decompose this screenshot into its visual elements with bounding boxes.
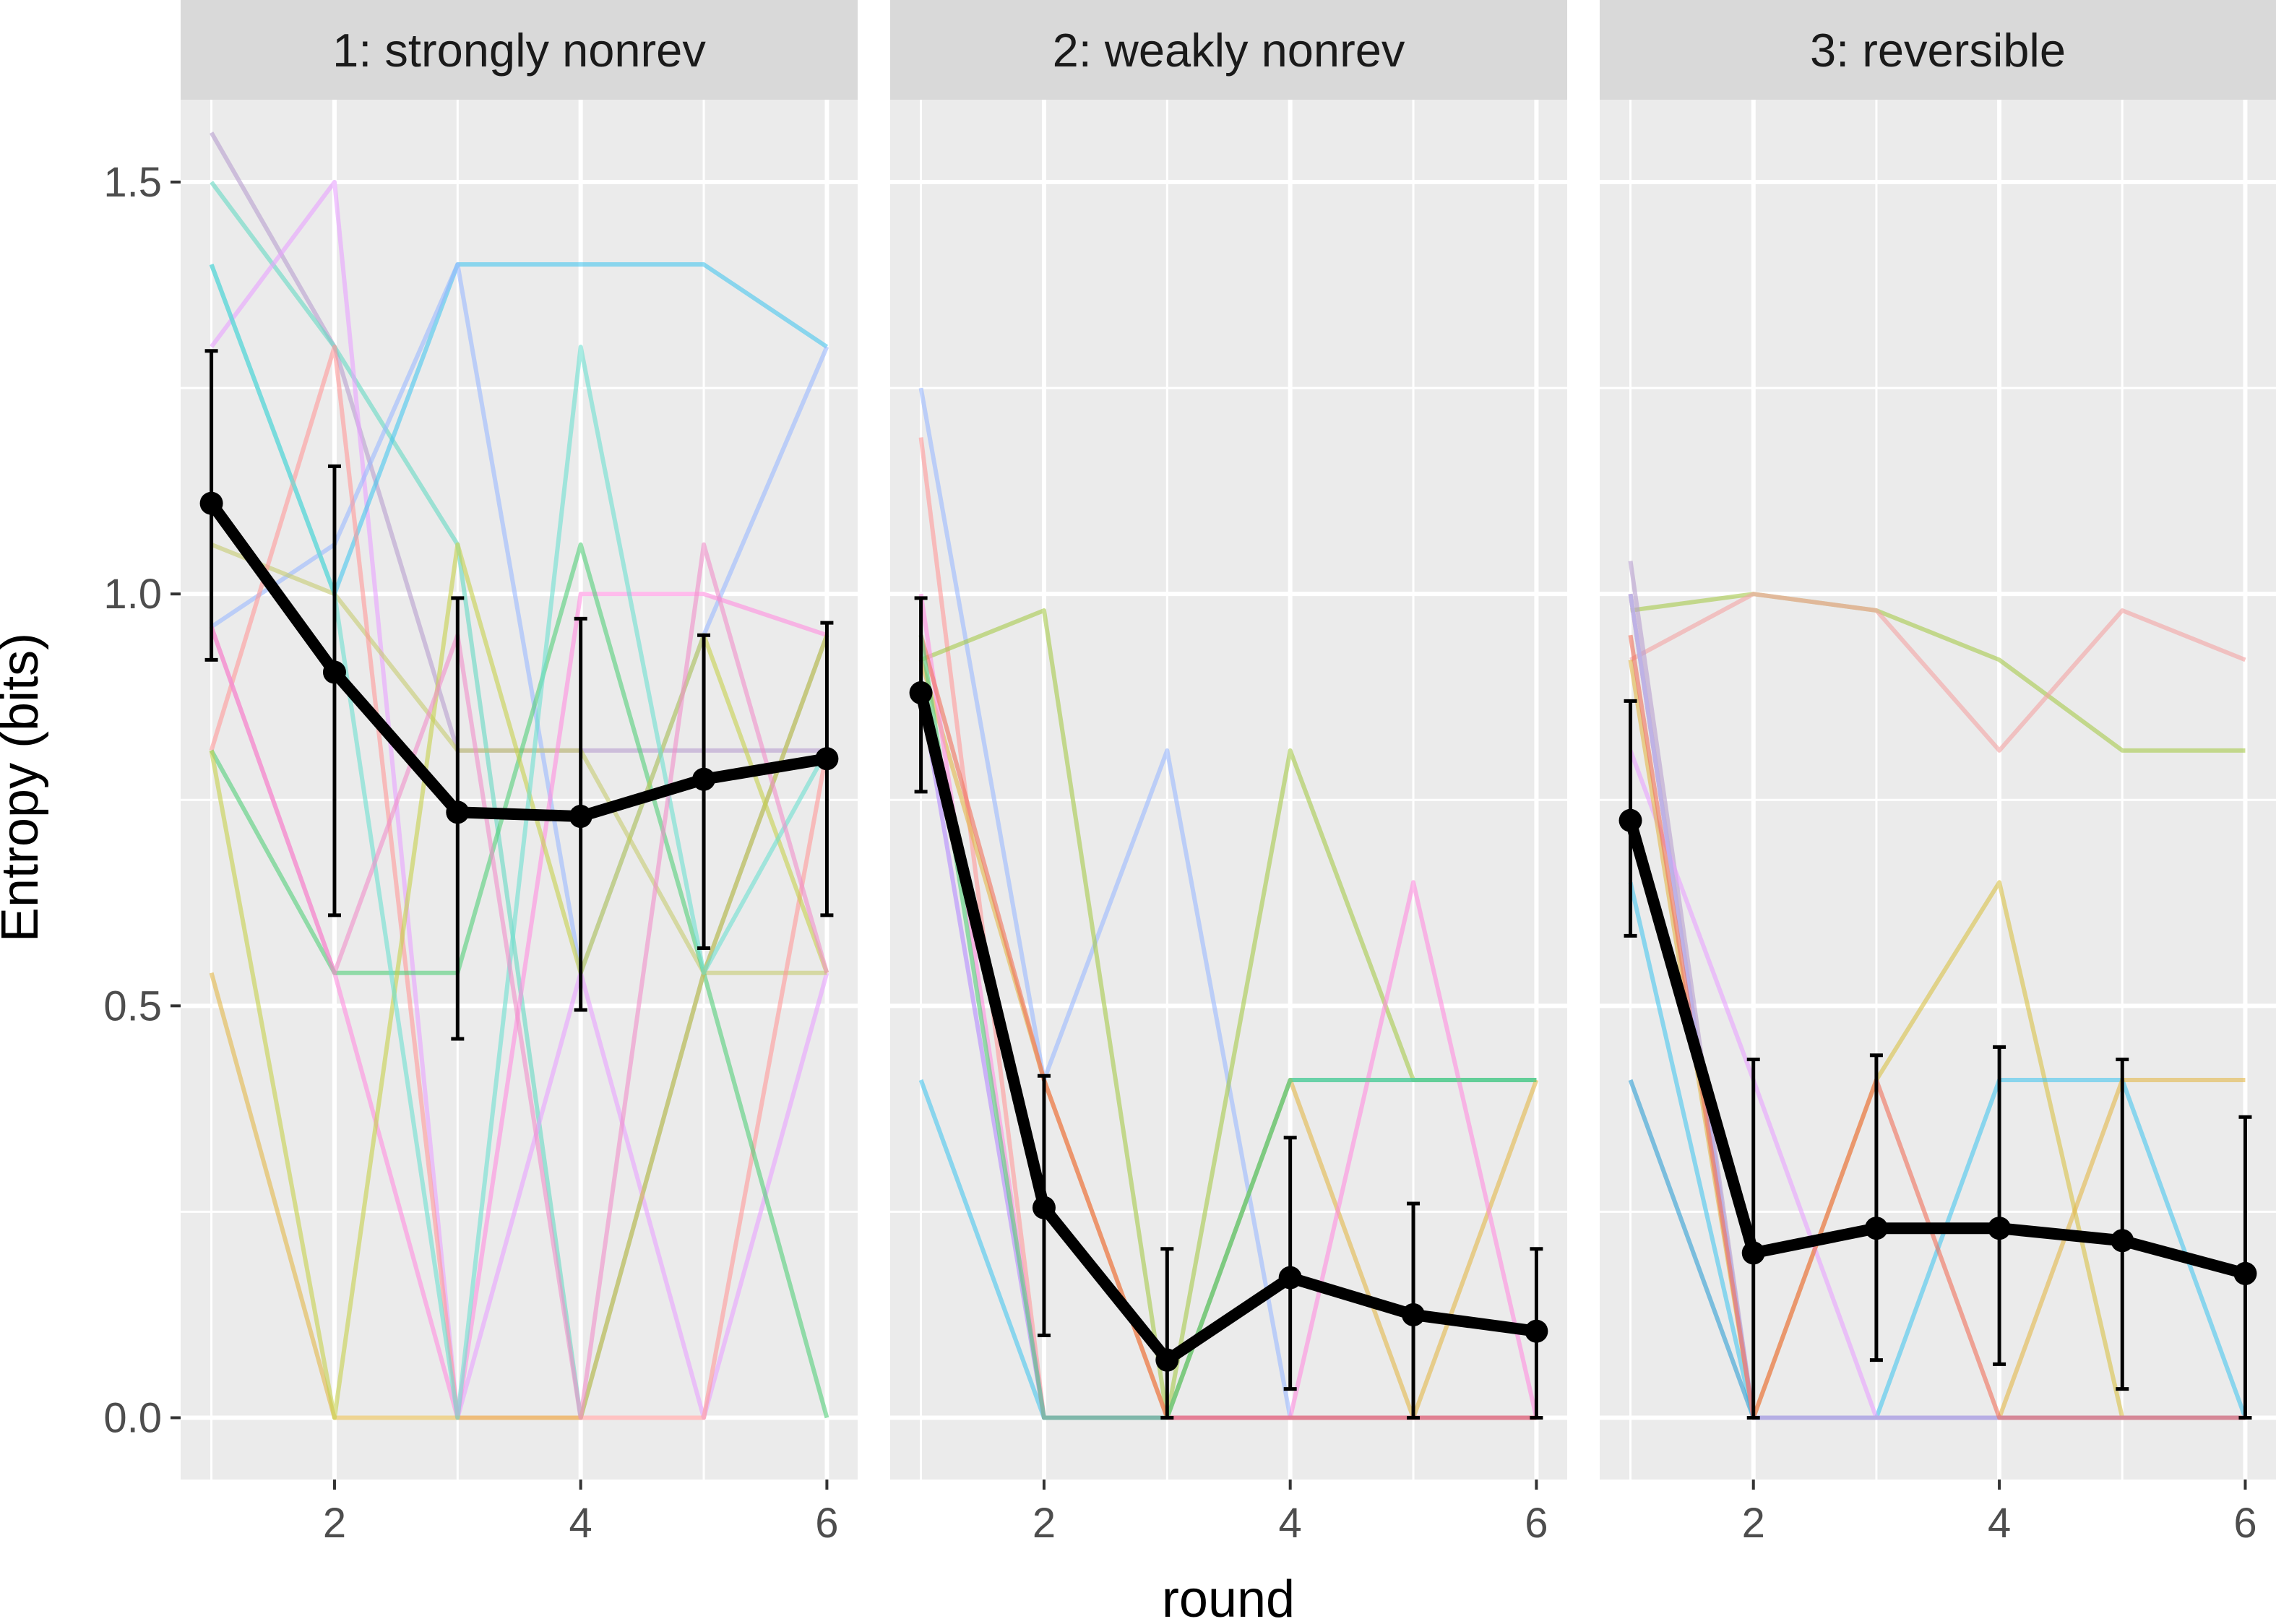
x-tick-label: 4 bbox=[1279, 1500, 1302, 1547]
x-tick-label: 2 bbox=[323, 1500, 346, 1547]
mean-point bbox=[569, 805, 592, 829]
participant-series-line bbox=[209, 264, 829, 1420]
y-axis: 0.0 0.5 1.0 1.5 bbox=[103, 159, 181, 1441]
participant-series-line bbox=[1628, 634, 2246, 1420]
mean-point bbox=[1618, 808, 1642, 832]
x-tick-label: 2 bbox=[1742, 1500, 1765, 1547]
panels-layer: 1: strongly nonrev 2 4 6 2: weakly nonrev 2 4 6… bbox=[181, 0, 2276, 1547]
participant-series-line bbox=[918, 634, 1537, 1420]
y-tick-label: 0.5 bbox=[103, 982, 162, 1029]
mean-point bbox=[2233, 1261, 2257, 1285]
facet-strip-title: 3: reversible bbox=[1810, 24, 2066, 77]
participant-series-line bbox=[210, 180, 829, 1420]
mean-point bbox=[1741, 1241, 1765, 1265]
mean-point bbox=[1155, 1348, 1179, 1372]
mean-series-line bbox=[915, 687, 1543, 1366]
participant-series-line bbox=[209, 542, 829, 1420]
mean-series-line bbox=[1624, 814, 2251, 1279]
mean-point bbox=[692, 767, 716, 791]
mean-point bbox=[1864, 1217, 1888, 1240]
participant-series-line bbox=[918, 634, 1537, 1420]
mean-point bbox=[1988, 1217, 2012, 1240]
facet-panel-1: 1: strongly nonrev 2 4 6 bbox=[181, 0, 858, 1547]
mean-series-line bbox=[205, 497, 833, 823]
mean-point bbox=[446, 800, 470, 824]
mean-point bbox=[1278, 1266, 1302, 1290]
facet-panel-3: 3: reversible 2 4 6 bbox=[1600, 0, 2276, 1547]
y-axis-title: Entropy (bits) bbox=[0, 633, 49, 942]
plot-background bbox=[181, 100, 858, 1480]
facet-strip bbox=[890, 0, 1567, 100]
participant-series-line bbox=[209, 634, 829, 1420]
facet-strip bbox=[1600, 0, 2276, 100]
facet-strip bbox=[181, 0, 858, 100]
mean-point bbox=[815, 747, 839, 771]
facet-panel-2: 2: weakly nonrev 2 4 6 bbox=[890, 0, 1567, 1547]
mean-point bbox=[1032, 1196, 1056, 1219]
y-tick-label: 1.5 bbox=[103, 159, 162, 206]
x-tick-label: 4 bbox=[1988, 1500, 2011, 1547]
mean-point bbox=[1402, 1303, 1426, 1326]
y-tick-label: 1.0 bbox=[103, 571, 162, 618]
mean-point bbox=[199, 491, 223, 515]
x-tick-label: 6 bbox=[815, 1500, 838, 1547]
participant-series-line bbox=[210, 542, 827, 975]
x-tick-label: 6 bbox=[1525, 1500, 1548, 1547]
y-tick-label: 0.0 bbox=[103, 1394, 162, 1441]
participant-series-line bbox=[1630, 592, 2246, 753]
x-axis-title: round bbox=[1162, 1571, 1295, 1624]
mean-point bbox=[1525, 1319, 1548, 1343]
participant-series-line bbox=[1629, 592, 2246, 753]
x-tick-label: 6 bbox=[2233, 1500, 2256, 1547]
mean-point bbox=[909, 681, 933, 705]
mean-point bbox=[322, 660, 346, 684]
x-tick-label: 4 bbox=[569, 1500, 592, 1547]
mean-point bbox=[2111, 1229, 2134, 1253]
facet-strip-title: 2: weakly nonrev bbox=[1053, 24, 1405, 77]
participant-series-line bbox=[209, 542, 829, 1420]
participant-series-line bbox=[210, 262, 829, 975]
x-tick-label: 2 bbox=[1033, 1500, 1056, 1547]
facet-strip-title: 1: strongly nonrev bbox=[332, 24, 706, 77]
